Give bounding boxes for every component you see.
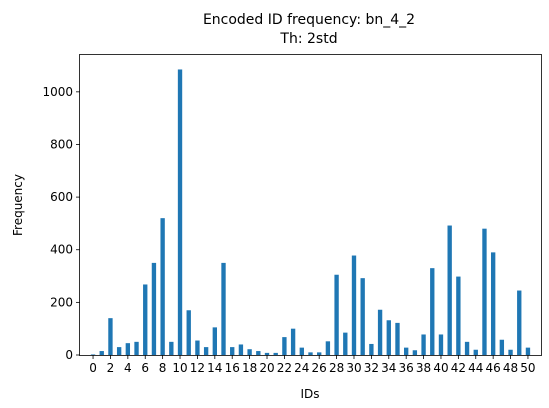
bar-id-42 — [456, 276, 461, 355]
bar-id-35 — [395, 322, 400, 355]
bar-id-43 — [464, 341, 470, 355]
x-tick-label: 42 — [451, 361, 466, 375]
bar-id-2 — [108, 318, 113, 355]
x-tick-label: 22 — [277, 361, 292, 375]
bar-id-27 — [325, 341, 331, 355]
y-axis-label: Frequency — [11, 174, 25, 236]
x-tick-label: 6 — [141, 361, 149, 375]
bar-id-18 — [247, 349, 252, 355]
x-tick-label: 26 — [312, 361, 327, 375]
x-tick-label: 4 — [124, 361, 132, 375]
y-tick-label: 400 — [50, 243, 73, 257]
y-tick-label: 200 — [50, 295, 73, 309]
y-ticks-group: 0 200 400 600 800 1000 — [42, 85, 80, 362]
y-tick-label: 1000 — [42, 85, 73, 99]
x-tick-label: 24 — [294, 361, 309, 375]
bar-id-15 — [221, 262, 226, 355]
x-tick-label: 50 — [520, 361, 535, 375]
bar-id-10 — [177, 69, 183, 355]
bar-id-4 — [125, 343, 131, 355]
bar-id-29 — [343, 332, 348, 355]
bar-id-36 — [404, 347, 409, 355]
bar-id-12 — [195, 340, 200, 355]
bar-id-21 — [273, 352, 278, 355]
bar-id-5 — [134, 341, 139, 355]
bar-id-30 — [351, 255, 357, 355]
bar-id-1 — [99, 351, 104, 355]
bar-id-13 — [203, 347, 209, 355]
bar-id-31 — [360, 278, 365, 355]
bar-id-26 — [317, 352, 322, 355]
bar-id-38 — [421, 334, 426, 355]
bar-id-14 — [212, 327, 217, 355]
bar-id-34 — [386, 320, 391, 355]
x-tick-label: 44 — [468, 361, 483, 375]
chart-subtitle: Th: 2std — [279, 31, 337, 47]
bar-id-46 — [490, 252, 496, 355]
bar-id-40 — [438, 334, 444, 355]
x-tick-label: 34 — [381, 361, 396, 375]
x-tick-label: 14 — [207, 361, 222, 375]
x-tick-label: 2 — [107, 361, 115, 375]
bar-id-49 — [517, 290, 522, 355]
bar-id-6 — [143, 284, 148, 355]
y-tick-label: 0 — [65, 348, 73, 362]
bar-id-17 — [238, 344, 244, 355]
x-tick-label: 30 — [346, 361, 361, 375]
bar-id-19 — [256, 351, 261, 355]
chart-title: Encoded ID frequency: bn_4_2 — [203, 12, 415, 28]
y-tick-label: 600 — [50, 190, 73, 204]
x-ticks-group: 0 2 4 6 8 10 12 14 16 18 20 22 24 26 28 30 32 34 36 38 40 42 4… — [89, 355, 536, 375]
bar-id-24 — [299, 347, 304, 355]
x-tick-label: 48 — [503, 361, 518, 375]
bar-id-11 — [186, 310, 191, 355]
x-tick-label: 40 — [433, 361, 448, 375]
bar-id-50 — [525, 347, 531, 355]
x-tick-label: 10 — [172, 361, 187, 375]
bar-id-3 — [116, 347, 122, 355]
y-tick-label: 800 — [50, 137, 73, 151]
bar-id-8 — [160, 218, 165, 355]
bars-group — [90, 69, 531, 355]
bar-id-33 — [377, 309, 383, 355]
x-tick-label: 32 — [364, 361, 379, 375]
bar-id-47 — [499, 339, 505, 355]
bar-id-7 — [151, 262, 157, 355]
bar-id-45 — [482, 228, 487, 355]
x-tick-label: 38 — [416, 361, 431, 375]
bar-id-23 — [290, 328, 296, 355]
x-tick-label: 36 — [399, 361, 414, 375]
x-tick-label: 46 — [486, 361, 501, 375]
bar-id-22 — [282, 337, 287, 355]
bar-id-41 — [447, 225, 452, 355]
bar-id-25 — [308, 352, 313, 355]
bar-id-20 — [264, 352, 270, 355]
bar-id-32 — [369, 343, 374, 355]
x-tick-label: 20 — [259, 361, 274, 375]
bar-id-9 — [169, 341, 174, 355]
x-tick-label: 18 — [242, 361, 257, 375]
bar-id-39 — [430, 268, 435, 355]
bar-id-44 — [473, 349, 478, 355]
plot-frame — [79, 54, 542, 356]
x-tick-label: 12 — [190, 361, 205, 375]
x-tick-label: 16 — [225, 361, 240, 375]
bar-id-0 — [90, 354, 96, 355]
bar-id-28 — [334, 274, 339, 355]
x-tick-label: 8 — [159, 361, 167, 375]
bar-id-48 — [508, 349, 513, 355]
bar-id-37 — [412, 350, 418, 355]
x-tick-label: 28 — [329, 361, 344, 375]
x-axis-label: IDs — [300, 387, 319, 401]
bar-id-16 — [230, 347, 235, 355]
x-tick-label: 0 — [89, 361, 97, 375]
